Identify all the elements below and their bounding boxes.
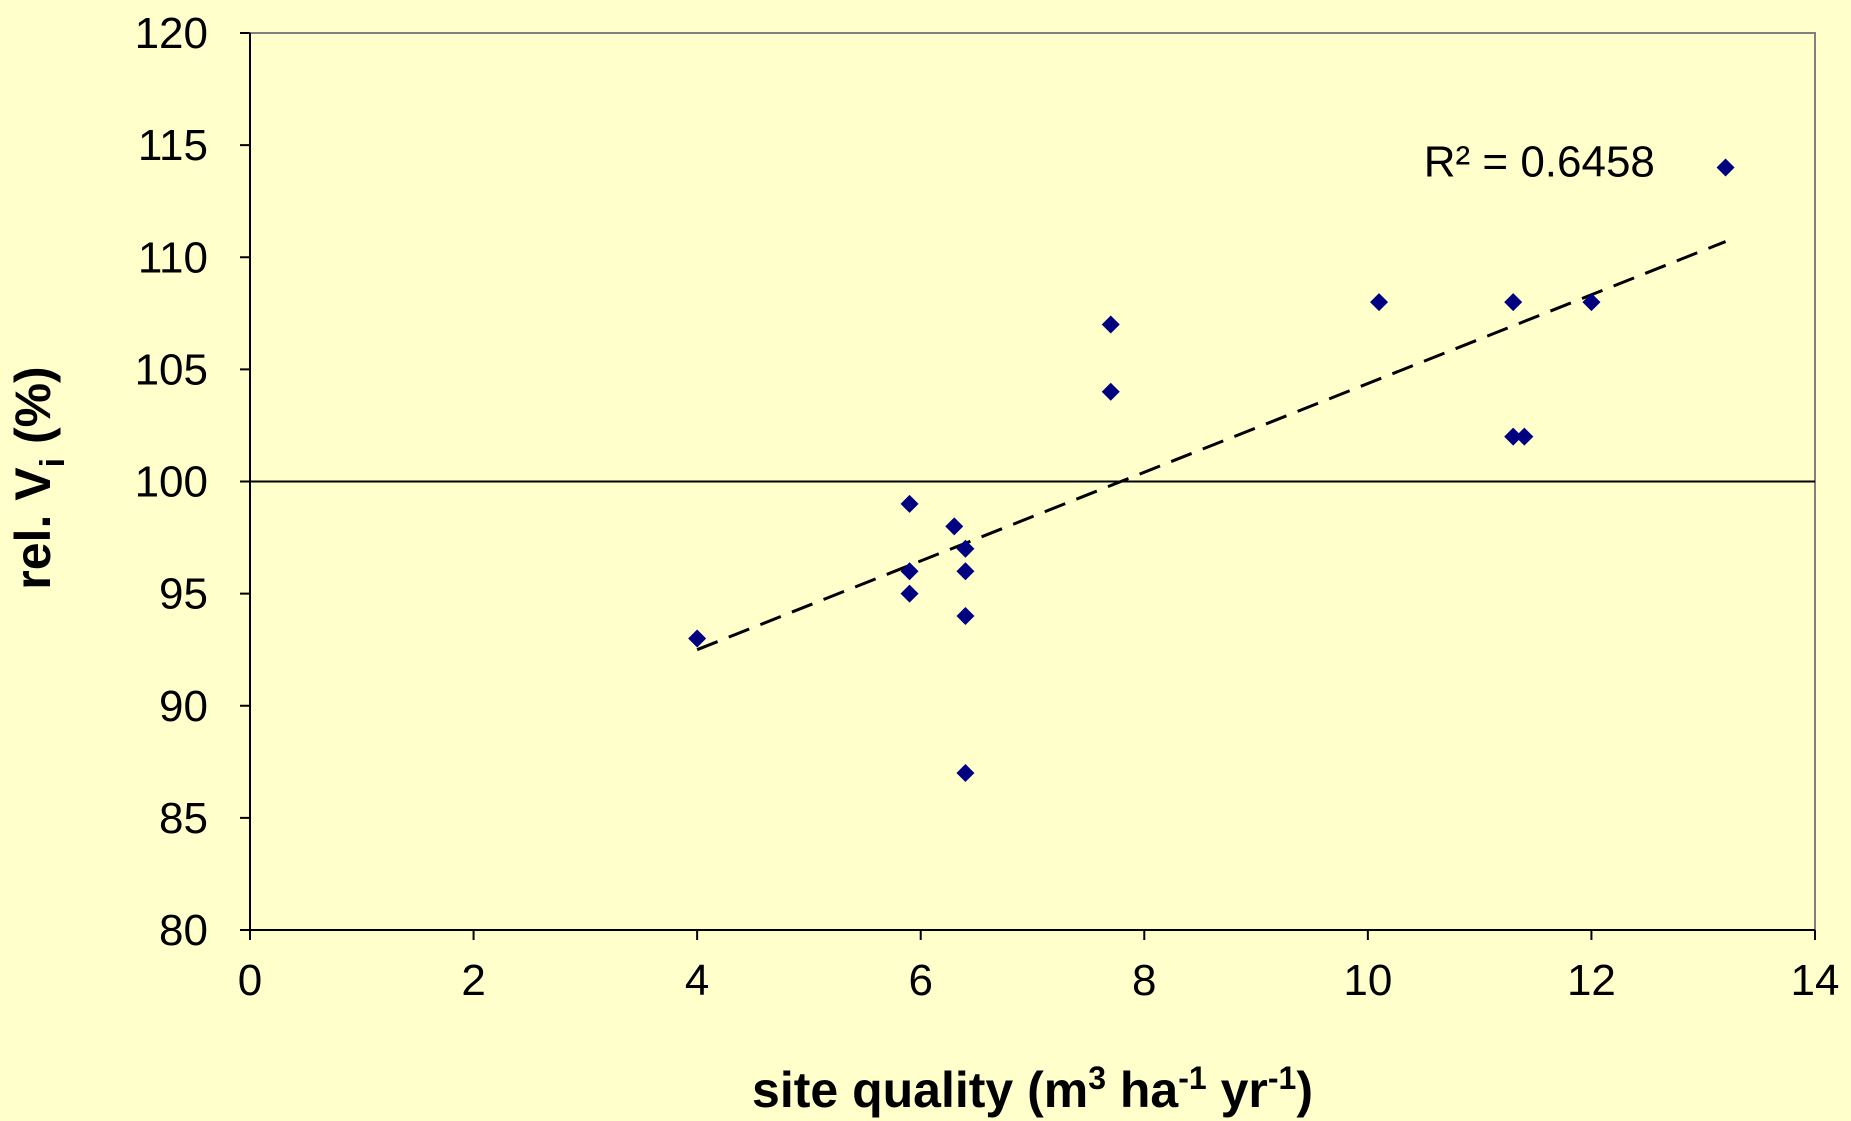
x-tick-label: 2: [461, 956, 485, 1005]
data-point: [900, 584, 919, 603]
data-point: [1716, 158, 1735, 177]
y-axis-title-part: rel. V: [5, 467, 61, 590]
data-point: [1370, 293, 1389, 312]
data-point: [956, 562, 975, 581]
y-tick-label: 90: [159, 682, 208, 731]
trendline: [696, 240, 1727, 652]
x-axis-title: site quality (m3 ha-1 yr-1): [752, 1060, 1313, 1118]
data-point: [1101, 382, 1120, 401]
x-axis-title-part: -1: [1178, 1060, 1206, 1096]
x-axis-title-part: 3: [1088, 1060, 1106, 1096]
x-tick-label: 10: [1343, 956, 1392, 1005]
x-axis-title-part: ha: [1106, 1062, 1179, 1118]
data-point: [956, 607, 975, 626]
y-tick-label: 120: [135, 9, 208, 58]
y-tick-label: 115: [138, 121, 208, 170]
data-point: [1504, 427, 1523, 446]
y-axis-title: rel. Vi (%): [5, 366, 72, 589]
y-tick-label: 85: [159, 794, 208, 843]
x-tick-label: 0: [238, 956, 262, 1005]
data-point: [956, 764, 975, 783]
r-squared-annotation: R² = 0.6458: [1424, 138, 1655, 187]
data-point: [900, 562, 919, 581]
y-tick-label: 100: [135, 458, 208, 507]
data-point: [1515, 427, 1534, 446]
data-point: [900, 494, 919, 513]
y-tick-label: 105: [135, 345, 208, 394]
y-axis-title-part: (%): [5, 366, 61, 458]
x-axis: 0 2 4 6 8 10 12 14: [238, 929, 1840, 1005]
x-tick-label: 12: [1567, 956, 1616, 1005]
data-point: [956, 539, 975, 558]
x-axis-title-part: ): [1296, 1062, 1313, 1118]
data-point: [688, 629, 707, 648]
x-axis-title-part: yr: [1207, 1062, 1268, 1118]
data-point: [1504, 293, 1523, 312]
x-axis-title-part: -1: [1268, 1060, 1296, 1096]
y-tick-label: 110: [138, 233, 208, 282]
y-axis: 80 85 90 95 100 105 110 115 120: [135, 9, 251, 955]
x-tick-label: 8: [1132, 956, 1156, 1005]
x-axis-title-part: site quality (m: [752, 1062, 1088, 1118]
x-tick-label: 6: [908, 956, 932, 1005]
y-tick-label: 80: [159, 906, 208, 955]
data-point: [1582, 293, 1601, 312]
data-point: [1101, 315, 1120, 334]
y-axis-title-part: i: [34, 458, 72, 467]
x-tick-label: 14: [1791, 956, 1840, 1005]
data-point: [945, 517, 964, 536]
y-tick-label: 95: [159, 570, 208, 619]
data-points: [688, 158, 1735, 783]
x-tick-label: 4: [685, 956, 709, 1005]
